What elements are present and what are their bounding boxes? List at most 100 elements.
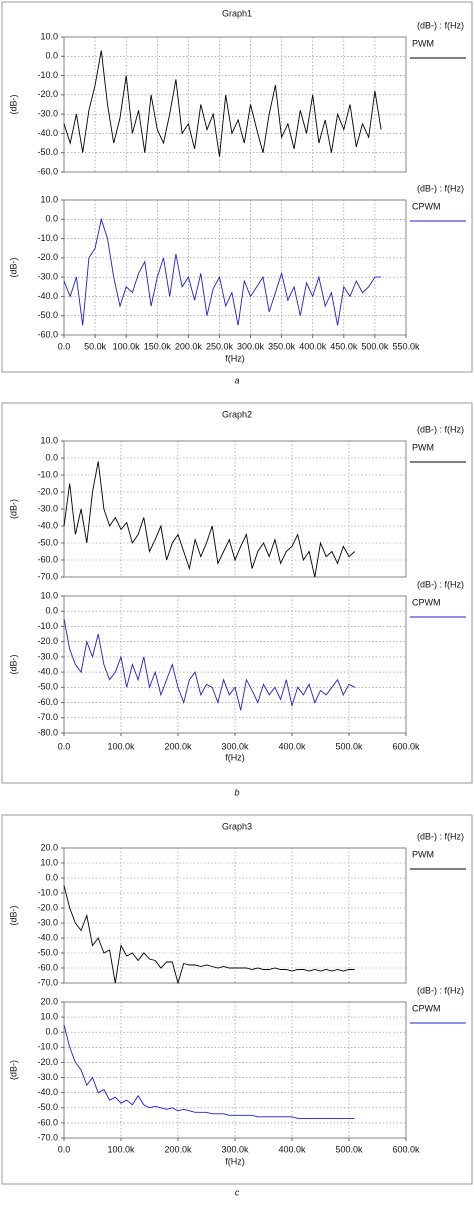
x-tick-label: 550.0k (392, 341, 420, 351)
x-tick-label: 250.0k (206, 341, 234, 351)
y-tick-label: -30.0 (37, 651, 58, 661)
graph-title: Graph1 (222, 8, 252, 18)
x-axis-label: f(Hz) (225, 752, 245, 762)
y-tick-label: -70.0 (37, 571, 58, 581)
y-tick-label: -50.0 (37, 682, 58, 692)
x-tick-label: 600.0k (392, 1144, 420, 1154)
y-tick-label: -50.0 (37, 310, 58, 320)
caption: b (234, 787, 239, 797)
y-tick-label: -50.0 (37, 147, 58, 157)
x-tick-label: 0.0 (58, 741, 71, 751)
series-line (63, 1024, 355, 1119)
x-tick-label: 350.0k (268, 341, 296, 351)
legend-title: (dB-) : f(Hz) (417, 579, 464, 589)
graph-title: Graph3 (222, 821, 252, 831)
y-tick-label: -50.0 (37, 1102, 58, 1112)
y-axis-label: (dB-) (8, 257, 18, 277)
y-tick-label: 10.0 (40, 194, 58, 204)
y-tick-label: -60.0 (37, 1117, 58, 1127)
plot-area (63, 595, 407, 734)
y-tick-label: -70.0 (37, 1132, 58, 1142)
y-tick-label: -20.0 (37, 486, 58, 496)
y-tick-label: 10.0 (40, 1011, 58, 1021)
x-tick-label: 600.0k (392, 741, 420, 751)
x-tick-label: 100.0k (113, 341, 141, 351)
plot-area (63, 199, 407, 336)
x-tick-label: 100.0k (107, 741, 135, 751)
y-tick-label: -10.0 (37, 1042, 58, 1052)
x-tick-label: 400.0k (278, 741, 306, 751)
y-tick-label: 10.0 (40, 857, 58, 867)
plot-area (63, 36, 407, 173)
x-tick-label: 400.0k (299, 341, 327, 351)
x-tick-label: 150.0k (144, 341, 172, 351)
y-tick-label: -60.0 (37, 166, 58, 176)
y-tick-label: -40.0 (37, 291, 58, 301)
y-axis-label: (dB-) (8, 1060, 18, 1080)
y-axis-label: (dB-) (8, 94, 18, 114)
legend-title: (dB-) : f(Hz) (417, 183, 464, 193)
y-tick-label: -70.0 (37, 977, 58, 987)
series-line (63, 618, 355, 711)
legend-label: PWM (412, 849, 434, 859)
y-axis-label: (dB-) (8, 499, 18, 519)
y-tick-label: -40.0 (37, 520, 58, 530)
y-tick-label: -60.0 (37, 329, 58, 339)
y-tick-label: -30.0 (37, 503, 58, 513)
y-tick-label: 0.0 (45, 452, 58, 462)
x-tick-label: 450.0k (330, 341, 358, 351)
y-tick-label: -60.0 (37, 962, 58, 972)
y-tick-label: 0.0 (45, 606, 58, 616)
y-tick-label: -20.0 (37, 902, 58, 912)
x-tick-label: 100.0k (107, 1144, 135, 1154)
y-tick-label: -80.0 (37, 727, 58, 737)
y-tick-label: 10.0 (40, 435, 58, 445)
y-tick-label: -10.0 (37, 70, 58, 80)
legend-label: PWM (412, 442, 434, 452)
y-tick-label: 20.0 (40, 996, 58, 1006)
y-tick-label: 0.0 (45, 872, 58, 882)
y-tick-label: -10.0 (37, 233, 58, 243)
y-tick-label: -20.0 (37, 636, 58, 646)
y-tick-label: -30.0 (37, 1072, 58, 1082)
graph-title: Graph2 (222, 409, 252, 419)
y-tick-label: -50.0 (37, 537, 58, 547)
y-tick-label: -10.0 (37, 887, 58, 897)
x-tick-label: 0.0 (58, 1144, 71, 1154)
legend-label: CPWM (412, 201, 441, 211)
y-tick-label: -50.0 (37, 947, 58, 957)
series-line (63, 885, 355, 985)
y-tick-label: 0.0 (45, 51, 58, 61)
x-tick-label: 400.0k (278, 1144, 306, 1154)
x-tick-label: 200.0k (164, 741, 192, 751)
caption: c (235, 1187, 240, 1197)
y-tick-label: -20.0 (37, 89, 58, 99)
caption: a (234, 375, 239, 385)
y-tick-label: -70.0 (37, 712, 58, 722)
y-tick-label: 20.0 (40, 842, 58, 852)
legend-label: CPWM (412, 597, 441, 607)
x-tick-label: 0.0 (58, 341, 71, 351)
y-tick-label: -30.0 (37, 272, 58, 282)
x-tick-label: 50.0k (84, 341, 107, 351)
y-tick-label: 10.0 (40, 31, 58, 41)
y-tick-label: -20.0 (37, 252, 58, 262)
y-tick-label: -60.0 (37, 554, 58, 564)
y-tick-label: 0.0 (45, 214, 58, 224)
x-tick-label: 200.0k (175, 341, 203, 351)
y-tick-label: -40.0 (37, 666, 58, 676)
y-tick-label: -10.0 (37, 469, 58, 479)
y-tick-label: -20.0 (37, 1057, 58, 1067)
legend-label: CPWM (412, 1003, 441, 1013)
x-tick-label: 500.0k (335, 1144, 363, 1154)
x-tick-label: 500.0k (361, 341, 389, 351)
y-axis-label: (dB-) (8, 905, 18, 925)
y-tick-label: -40.0 (37, 932, 58, 942)
y-tick-label: 0.0 (45, 1027, 58, 1037)
y-tick-label: -10.0 (37, 621, 58, 631)
legend-title: (dB-) : f(Hz) (417, 831, 464, 841)
x-tick-label: 500.0k (335, 741, 363, 751)
series-line (63, 50, 382, 157)
